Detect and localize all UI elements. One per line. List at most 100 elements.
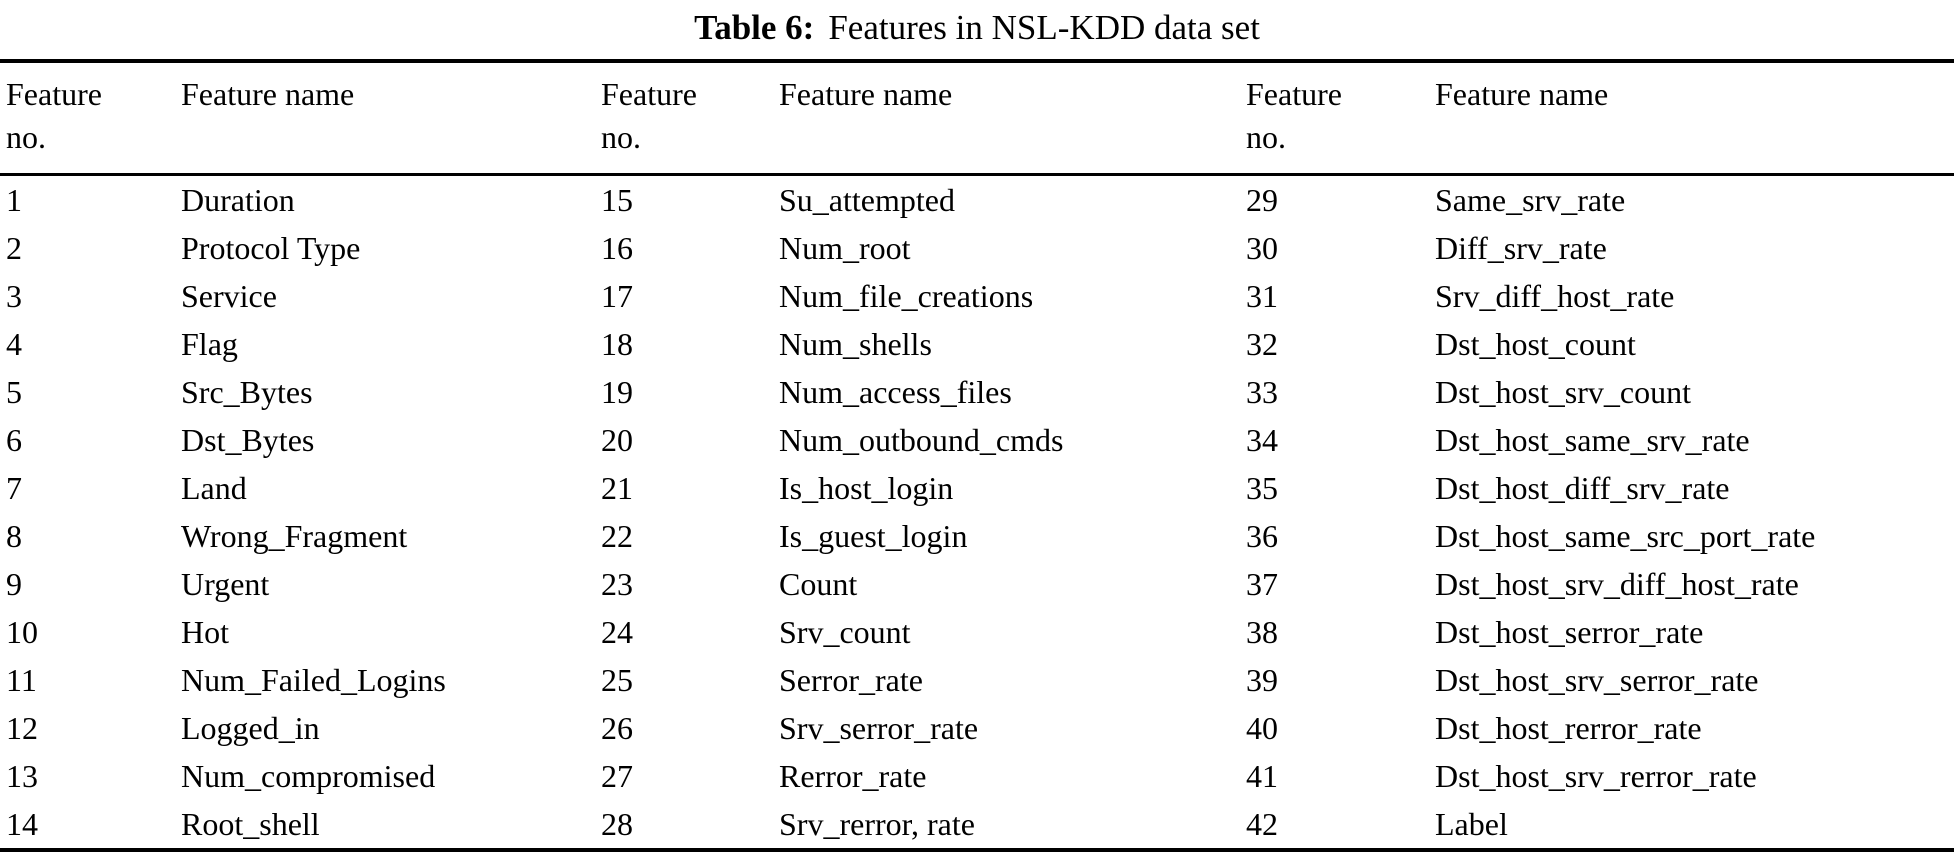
feature-name-cell: Srv_diff_host_rate xyxy=(1435,277,1675,314)
feature-no-cell: 13 xyxy=(6,757,38,794)
feature-name-cell: Is_guest_login xyxy=(779,517,968,554)
feature-name-cell: Flag xyxy=(181,325,238,362)
feature-no-cell: 37 xyxy=(1246,565,1278,602)
header-feature-no-2: Feature no. xyxy=(595,63,773,173)
feature-name-cell: Dst_Bytes xyxy=(181,421,315,458)
feature-no-cell: 12 xyxy=(6,709,38,746)
feature-no-cell: 40 xyxy=(1246,709,1278,746)
feature-no-cell: 18 xyxy=(601,325,633,362)
feature-no-cell: 24 xyxy=(601,613,633,650)
feature-no-cell: 33 xyxy=(1246,373,1278,410)
header-feature-name-2: Feature name xyxy=(779,76,953,112)
feature-name-cell: Label xyxy=(1435,805,1508,842)
feature-no-cell: 10 xyxy=(6,613,38,650)
feature-no-cell: 27 xyxy=(601,757,633,794)
feature-no-cell: 20 xyxy=(601,421,633,458)
feature-name-cell: Num_access_files xyxy=(779,373,1012,410)
header-feature-no-3: Feature no. xyxy=(1240,63,1429,173)
feature-no-cell: 17 xyxy=(601,277,633,314)
header-feature-no-line1: Feature xyxy=(6,76,102,112)
feature-name-cell: Su_attempted xyxy=(779,181,955,218)
header-feature-no-line2: no. xyxy=(6,119,46,155)
feature-name-cell: Service xyxy=(181,277,277,314)
header-feature-name-3: Feature name xyxy=(1435,76,1609,112)
feature-name-cell: Rerror_rate xyxy=(779,757,927,794)
feature-name-cell: Num_Failed_Logins xyxy=(181,661,446,698)
feature-no-cell: 8 xyxy=(6,517,22,554)
feature-name-cell: Protocol Type xyxy=(181,229,361,266)
feature-no-cell: 9 xyxy=(6,565,22,602)
feature-name-cell: Land xyxy=(181,469,247,506)
feature-name-cell: Wrong_Fragment xyxy=(181,517,408,554)
feature-no-cell: 2 xyxy=(6,229,22,266)
table-title-caption: Features in NSL-KDD data set xyxy=(828,8,1260,47)
feature-no-cell: 36 xyxy=(1246,517,1278,554)
feature-no-cell: 4 xyxy=(6,325,22,362)
header-feature-name-1: Feature name xyxy=(181,76,355,112)
feature-no-cell: 39 xyxy=(1246,661,1278,698)
header-feature-no-1: Feature no. xyxy=(0,63,175,173)
table-header-row: Feature no. Feature name Feature no. Fea… xyxy=(0,63,1954,173)
header-feature-no-line1: Feature xyxy=(601,76,697,112)
feature-name-cell: Num_shells xyxy=(779,325,932,362)
feature-no-cell: 28 xyxy=(601,805,633,842)
feature-name-cell: Dst_host_same_src_port_rate xyxy=(1435,517,1816,554)
feature-name-cell: Dst_host_diff_srv_rate xyxy=(1435,469,1730,506)
feature-name-cell: Dst_host_srv_diff_host_rate xyxy=(1435,565,1799,602)
feature-no-cell: 7 xyxy=(6,469,22,506)
feature-name-cell: Srv_count xyxy=(779,613,911,650)
feature-no-cell: 3 xyxy=(6,277,22,314)
feature-name-cell: Dst_host_rerror_rate xyxy=(1435,709,1702,746)
feature-name-cell: Serror_rate xyxy=(779,661,923,698)
feature-name-cell: Dst_host_srv_serror_rate xyxy=(1435,661,1759,698)
feature-name-cell: Diff_srv_rate xyxy=(1435,229,1607,266)
feature-no-cell: 38 xyxy=(1246,613,1278,650)
feature-no-cell: 15 xyxy=(601,181,633,218)
feature-name-cell: Root_shell xyxy=(181,805,320,842)
feature-no-cell: 19 xyxy=(601,373,633,410)
table-body: 1 Duration 15 Su_attempted 29 Same_srv_rate 2 P… xyxy=(0,176,1954,848)
feature-name-cell: Dst_host_same_srv_rate xyxy=(1435,421,1750,458)
feature-no-cell: 26 xyxy=(601,709,633,746)
feature-name-cell: Hot xyxy=(181,613,229,650)
feature-name-cell: Num_file_creations xyxy=(779,277,1034,314)
bottom-rule xyxy=(0,848,1954,852)
feature-no-cell: 5 xyxy=(6,373,22,410)
feature-name-cell: Logged_in xyxy=(181,709,320,746)
feature-name-cell: Is_host_login xyxy=(779,469,954,506)
feature-no-cell: 11 xyxy=(6,661,37,698)
feature-no-cell: 32 xyxy=(1246,325,1278,362)
feature-name-cell: Urgent xyxy=(181,565,270,602)
feature-name-cell: Dst_host_count xyxy=(1435,325,1636,362)
feature-no-cell: 25 xyxy=(601,661,633,698)
feature-no-cell: 31 xyxy=(1246,277,1278,314)
feature-no-cell: 29 xyxy=(1246,181,1278,218)
feature-name-cell: Dst_host_srv_rerror_rate xyxy=(1435,757,1757,794)
feature-no-cell: 6 xyxy=(6,421,22,458)
header-feature-no-line1: Feature xyxy=(1246,76,1342,112)
header-feature-no-line2: no. xyxy=(1246,119,1286,155)
feature-name-cell: Dst_host_srv_count xyxy=(1435,373,1691,410)
feature-name-cell: Num_compromised xyxy=(181,757,436,794)
feature-no-cell: 22 xyxy=(601,517,633,554)
feature-name-cell: Num_outbound_cmds xyxy=(779,421,1064,458)
feature-name-cell: Same_srv_rate xyxy=(1435,181,1626,218)
feature-name-cell: Count xyxy=(779,565,858,602)
feature-name-cell: Src_Bytes xyxy=(181,373,313,410)
feature-no-cell: 34 xyxy=(1246,421,1278,458)
feature-name-cell: Duration xyxy=(181,181,295,218)
feature-name-cell: Srv_serror_rate xyxy=(779,709,979,746)
feature-no-cell: 1 xyxy=(6,181,22,218)
feature-name-cell: Srv_rerror, rate xyxy=(779,805,975,842)
table-title: Table 6: Features in NSL-KDD data set xyxy=(0,0,1954,59)
feature-no-cell: 14 xyxy=(6,805,38,842)
feature-no-cell: 42 xyxy=(1246,805,1278,842)
header-feature-no-line2: no. xyxy=(601,119,641,155)
feature-name-cell: Dst_host_serror_rate xyxy=(1435,613,1704,650)
feature-no-cell: 23 xyxy=(601,565,633,602)
header-rule xyxy=(0,173,1954,176)
top-rule xyxy=(0,59,1954,63)
table-title-label: Table 6: xyxy=(694,8,815,47)
feature-no-cell: 21 xyxy=(601,469,633,506)
